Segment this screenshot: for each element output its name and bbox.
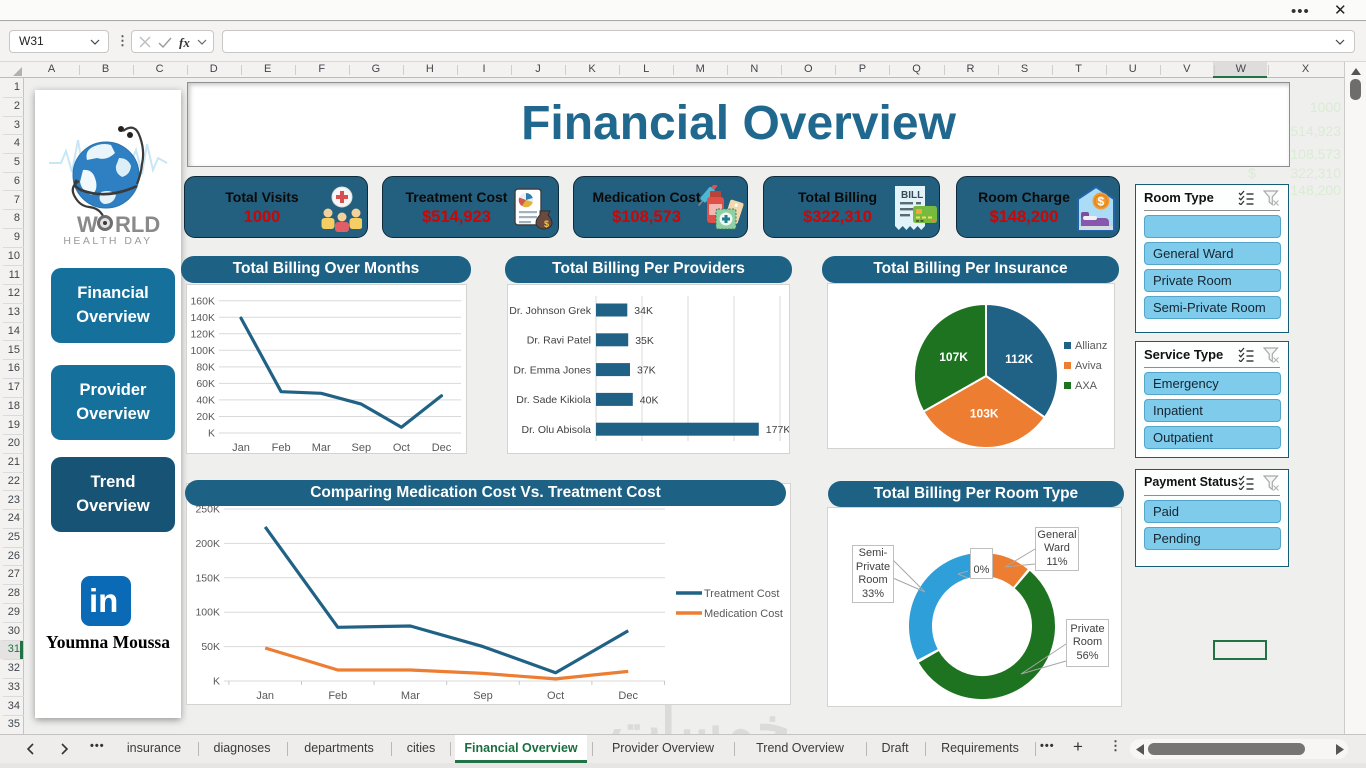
svg-text:Dr. Ravi Patel: Dr. Ravi Patel bbox=[527, 335, 591, 347]
svg-text:160K: 160K bbox=[190, 295, 215, 307]
svg-text:Dr. Emma Jones: Dr. Emma Jones bbox=[513, 364, 591, 376]
svg-text:RLD: RLD bbox=[115, 212, 160, 237]
svg-text:140K: 140K bbox=[190, 312, 215, 324]
svg-text:Dec: Dec bbox=[432, 442, 452, 453]
svg-text:Mar: Mar bbox=[401, 690, 420, 702]
svg-text:BILL: BILL bbox=[901, 190, 923, 201]
svg-text:$: $ bbox=[544, 219, 549, 229]
svg-text:Feb: Feb bbox=[328, 690, 347, 702]
svg-text:$: $ bbox=[1098, 195, 1105, 209]
svg-text:34K: 34K bbox=[634, 305, 653, 317]
svg-text:Dr. Olu Abisola: Dr. Olu Abisola bbox=[522, 424, 592, 436]
svg-text:Jan: Jan bbox=[232, 442, 250, 453]
svg-text:107K: 107K bbox=[939, 350, 968, 364]
svg-text:HEALTH DAY: HEALTH DAY bbox=[63, 235, 152, 247]
svg-text:37K: 37K bbox=[637, 365, 656, 377]
svg-text:250K: 250K bbox=[195, 504, 220, 516]
svg-text:40K: 40K bbox=[196, 394, 215, 406]
svg-text:100K: 100K bbox=[195, 607, 220, 619]
svg-text:150K: 150K bbox=[195, 572, 220, 584]
svg-text:Oct: Oct bbox=[547, 690, 564, 702]
svg-text:K: K bbox=[208, 428, 215, 440]
svg-text:Sep: Sep bbox=[473, 690, 493, 702]
svg-text:100K: 100K bbox=[190, 345, 215, 357]
svg-text:Dr. Johnson Grek: Dr. Johnson Grek bbox=[509, 305, 591, 317]
svg-text:103K: 103K bbox=[970, 406, 999, 420]
svg-text:80K: 80K bbox=[196, 361, 215, 373]
svg-text:Treatment Cost: Treatment Cost bbox=[704, 588, 779, 600]
svg-text:Allianz: Allianz bbox=[1075, 340, 1107, 352]
svg-text:Sep: Sep bbox=[352, 442, 372, 453]
svg-text:Medication Cost: Medication Cost bbox=[704, 608, 783, 620]
svg-text:fx: fx bbox=[179, 36, 190, 49]
svg-text:112K: 112K bbox=[1005, 352, 1033, 366]
svg-text:Dec: Dec bbox=[618, 690, 638, 702]
svg-text:Oct: Oct bbox=[393, 442, 410, 453]
svg-text:K: K bbox=[213, 676, 220, 688]
svg-text:50K: 50K bbox=[201, 641, 220, 653]
svg-text:Aviva: Aviva bbox=[1075, 360, 1103, 372]
svg-text:Feb: Feb bbox=[272, 442, 291, 453]
svg-text:AXA: AXA bbox=[1075, 380, 1098, 392]
svg-text:35K: 35K bbox=[635, 335, 654, 347]
svg-text:Mar: Mar bbox=[312, 442, 331, 453]
svg-text:60K: 60K bbox=[196, 378, 215, 390]
svg-text:Jan: Jan bbox=[256, 690, 274, 702]
svg-text:120K: 120K bbox=[190, 328, 215, 340]
svg-text:177K: 177K bbox=[766, 424, 789, 436]
svg-text:200K: 200K bbox=[195, 538, 220, 550]
svg-text:20K: 20K bbox=[196, 411, 215, 423]
svg-text:Dr. Sade Kikiola: Dr. Sade Kikiola bbox=[516, 394, 591, 406]
svg-text:W: W bbox=[77, 212, 98, 237]
svg-text:40K: 40K bbox=[640, 394, 659, 406]
